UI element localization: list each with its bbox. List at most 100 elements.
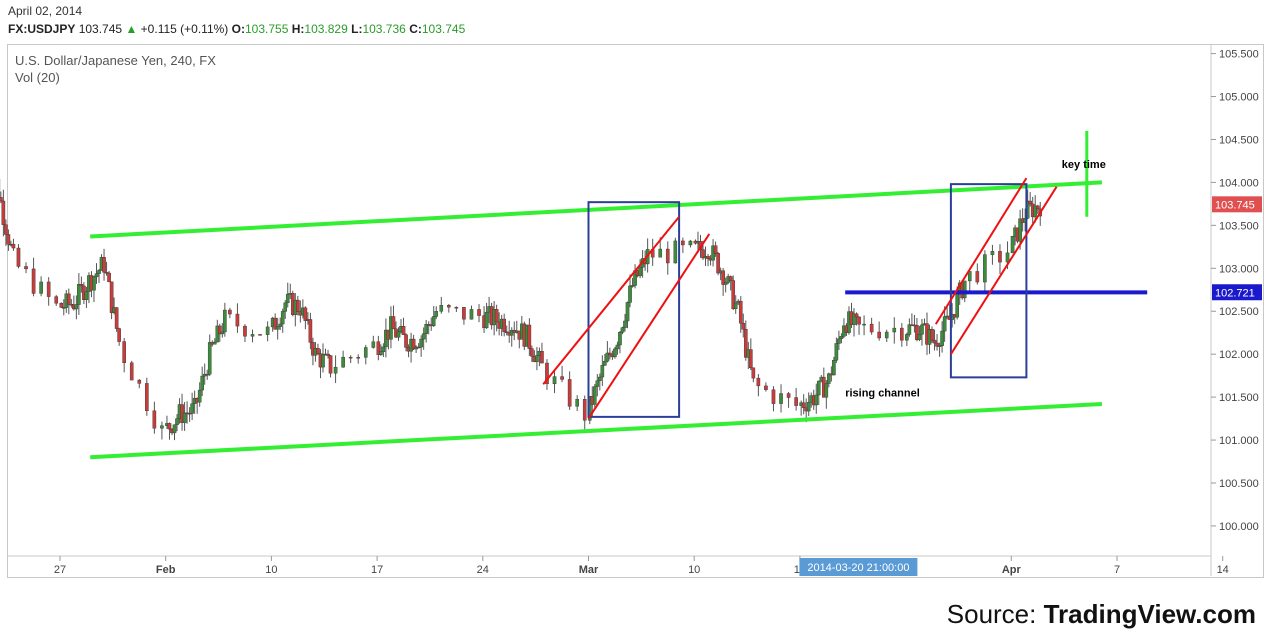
candle-down: [454, 306, 459, 309]
trend-line[interactable]: [587, 233, 711, 420]
x-tick-label: 17: [371, 564, 383, 576]
candle-up: [688, 240, 693, 246]
candle-down: [296, 299, 300, 312]
candle-down: [877, 331, 881, 339]
y-tick-label: 103.500: [1219, 220, 1259, 232]
candle-down: [67, 293, 71, 305]
close-label: C:: [409, 22, 422, 36]
candle-down: [46, 281, 51, 297]
candle-up: [207, 342, 212, 375]
chart-frame: [7, 44, 1264, 578]
candle-up: [595, 380, 600, 387]
chart-date: April 02, 2014: [8, 4, 83, 18]
candle-up: [920, 324, 924, 335]
highlight-box[interactable]: [587, 201, 681, 418]
candle-up: [509, 329, 514, 336]
candle-down: [706, 256, 710, 259]
candle-down: [932, 339, 937, 344]
y-tick-label: 105.500: [1219, 49, 1259, 61]
candle-up: [658, 248, 663, 258]
candle-up: [1005, 252, 1010, 263]
candle-down: [235, 313, 240, 327]
candle-down: [205, 373, 210, 376]
candle-down: [114, 307, 119, 329]
price-label-box: [1212, 196, 1262, 213]
candle-up: [990, 251, 995, 255]
x-tick-label: 10: [265, 564, 277, 576]
candle-down: [749, 349, 753, 369]
candle-down: [477, 309, 481, 316]
candle-up: [940, 330, 944, 346]
x-tick-label: 10: [688, 564, 700, 576]
candle-up: [618, 332, 622, 346]
candle-up: [615, 344, 620, 350]
candle-up: [283, 302, 288, 312]
candle-down: [494, 309, 499, 323]
candle-down: [582, 399, 587, 421]
source-name: TradingView.com: [1043, 599, 1256, 629]
candle-down: [61, 307, 66, 309]
price-label-text: 103.745: [1215, 199, 1255, 211]
candle-down: [721, 270, 725, 285]
channel-label: rising channel: [845, 387, 920, 399]
candle-down: [801, 402, 806, 409]
candle-up: [182, 412, 187, 423]
x-tick-label: 14: [1217, 564, 1229, 576]
candle-down: [167, 423, 172, 430]
candle-down: [0, 197, 3, 202]
open-label: O:: [231, 22, 245, 36]
trend-line[interactable]: [934, 177, 1028, 325]
y-tick-label: 105.000: [1219, 92, 1259, 104]
candle-up: [552, 376, 557, 385]
candle-up: [723, 282, 728, 285]
candle-down: [391, 316, 396, 330]
quote-line: FX:USDJPY 103.745 ▲ +0.115 (+0.11%) O:10…: [8, 22, 465, 36]
candle-down: [681, 240, 685, 246]
candle-up: [419, 338, 423, 348]
y-tick-label: 101.000: [1219, 435, 1259, 447]
candle-up: [94, 273, 99, 278]
candle-up: [278, 323, 283, 327]
candle-up: [275, 326, 280, 330]
candle-up: [341, 356, 345, 368]
price-label-text: 102.721: [1215, 287, 1255, 299]
candle-up: [892, 327, 897, 333]
candle-down: [786, 393, 791, 398]
candle-down: [1028, 200, 1032, 205]
candle-down: [303, 307, 308, 321]
highlight-box[interactable]: [949, 183, 1028, 379]
candle-down: [152, 410, 157, 429]
candle-down: [900, 327, 904, 341]
candle-up: [592, 386, 597, 405]
candle-up: [942, 316, 947, 332]
candle-up: [824, 383, 829, 398]
trend-line[interactable]: [542, 216, 680, 385]
last-price: 103.745: [78, 22, 123, 36]
candle-up: [396, 331, 401, 338]
candle-up: [439, 305, 444, 312]
candle-down: [122, 341, 126, 364]
candle-down: [404, 334, 408, 348]
candle-up: [967, 271, 972, 282]
candle-up: [84, 291, 89, 300]
trend-line[interactable]: [950, 186, 1058, 355]
candle-up: [983, 254, 987, 283]
channel-line[interactable]: [90, 401, 1103, 460]
candle-down: [854, 313, 859, 318]
candle-down: [560, 376, 564, 380]
candle-down: [998, 251, 1002, 263]
candle-up: [1033, 205, 1038, 218]
up-arrow-icon: ▲: [125, 22, 138, 36]
candle-up: [962, 280, 967, 299]
candle-up: [190, 403, 194, 414]
candle-down: [79, 284, 84, 287]
channel-line[interactable]: [90, 180, 1103, 239]
x-tick-label: Feb: [156, 564, 176, 576]
candle-up: [955, 293, 959, 318]
x-tick-label: 7: [1114, 564, 1120, 576]
candle-down: [741, 322, 746, 330]
candle-down: [771, 389, 776, 404]
source-credit: Source: TradingView.com: [947, 599, 1256, 630]
symbol[interactable]: FX:USDJPY: [8, 22, 76, 36]
